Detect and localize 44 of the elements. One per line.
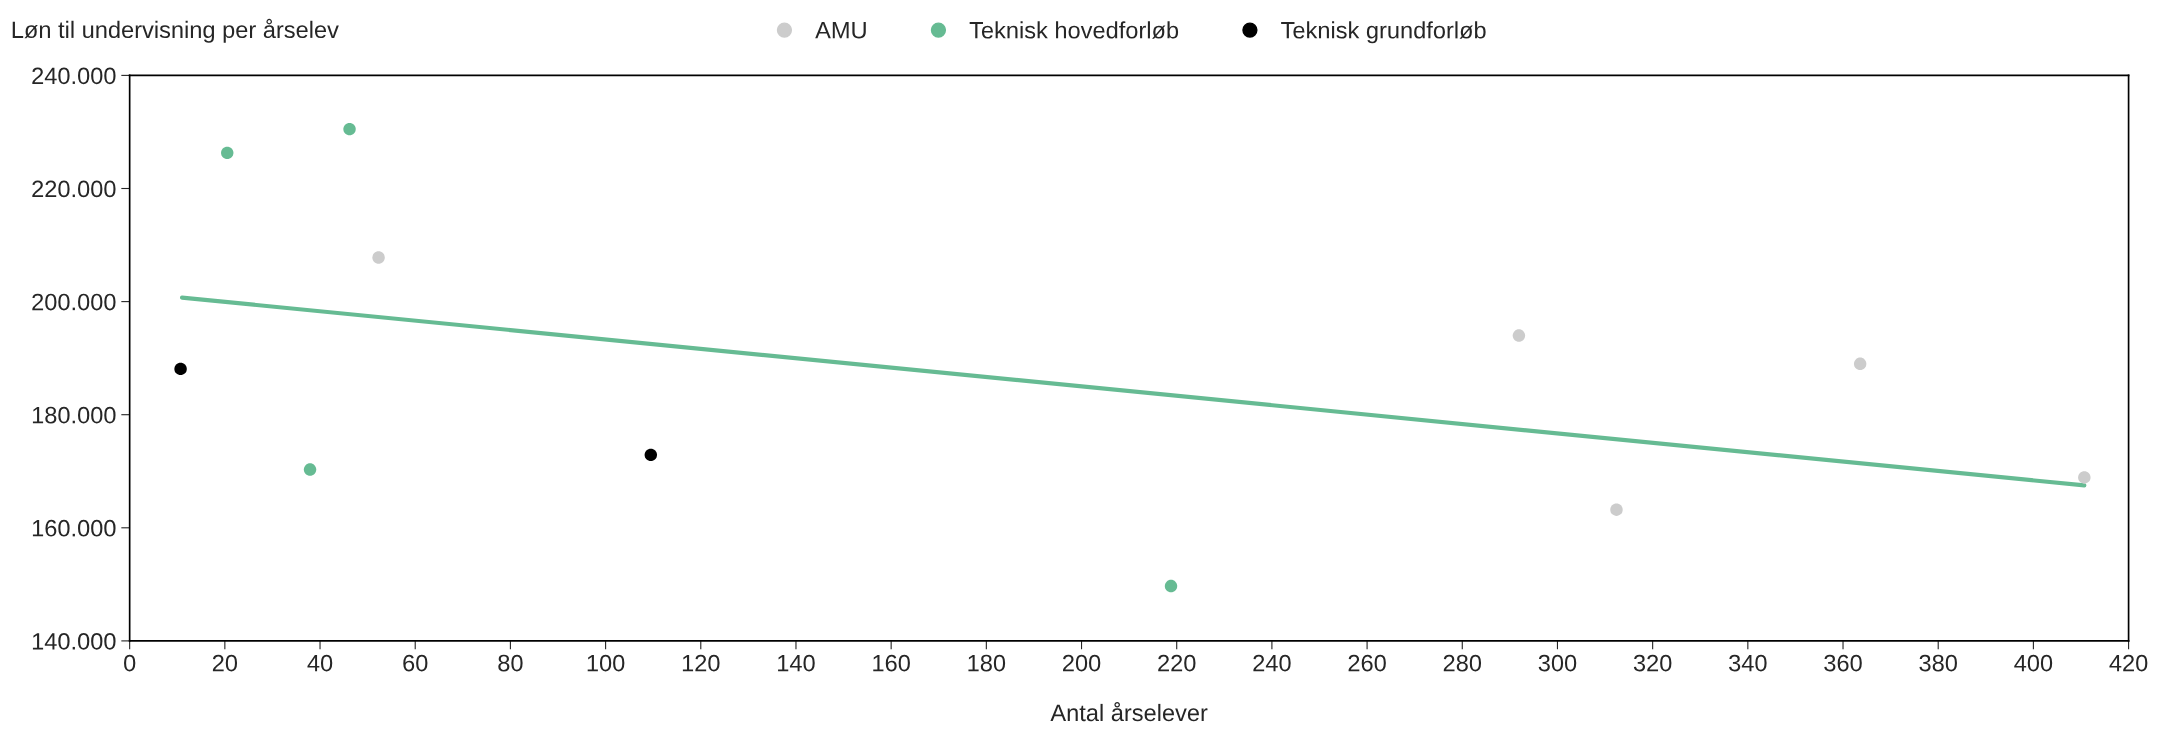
legend-label: Teknisk hovedforløb — [969, 21, 1179, 39]
x-tick-label: 160 — [873, 654, 910, 672]
point — [221, 146, 234, 160]
x-tick-label: 20 — [212, 654, 238, 672]
point — [1610, 503, 1623, 516]
point — [372, 251, 385, 264]
x-tick-label: 140 — [778, 654, 815, 672]
x-tick-label: 300 — [1538, 654, 1577, 672]
y-tick-label: 220.000 — [32, 180, 116, 198]
x-tick-label: 340 — [1729, 654, 1767, 672]
x-tick-label: 360 — [1824, 654, 1862, 672]
legend-label: AMU — [815, 22, 866, 39]
point — [303, 463, 317, 476]
point — [1512, 329, 1526, 342]
x-tick-label: 320 — [1633, 654, 1672, 672]
x-tick-label: 100 — [587, 654, 625, 672]
point — [174, 362, 187, 376]
legend-label: Teknisk grundforløb — [1281, 21, 1486, 44]
x-tick-label: 400 — [2014, 654, 2053, 672]
x-tick-label: 260 — [1348, 654, 1386, 672]
x-tick-label: 420 — [2109, 654, 2148, 672]
x-tick-label: 80 — [498, 654, 523, 672]
point — [1853, 357, 1867, 371]
y-tick-label: 160.000 — [32, 519, 116, 537]
x-tick-label: 180 — [968, 654, 1006, 672]
x-tick-label: 0 — [124, 654, 136, 672]
point — [644, 448, 658, 462]
x-tick-label: 60 — [403, 654, 428, 672]
y-tick-label: 240.000 — [32, 67, 116, 85]
x-tick-label: 280 — [1443, 654, 1482, 672]
y-axis-title: Løn til undervisning per årselev — [12, 18, 339, 43]
point — [343, 122, 356, 136]
y-tick-label: 200.000 — [32, 293, 116, 311]
x-tick-label: 200 — [1063, 654, 1101, 672]
point — [1164, 579, 1178, 593]
x-tick-label: 120 — [682, 654, 720, 672]
y-tick-label: 140.000 — [32, 632, 116, 650]
y-tick-label: 180.000 — [32, 406, 116, 424]
x-axis-title: Antal årselever — [1050, 701, 1208, 722]
point — [2078, 471, 2091, 484]
x-tick-label: 380 — [1919, 654, 1957, 672]
x-tick-label: 240 — [1253, 654, 1291, 672]
x-tick-label: 220 — [1158, 654, 1196, 672]
x-tick-label: 40 — [307, 654, 333, 672]
